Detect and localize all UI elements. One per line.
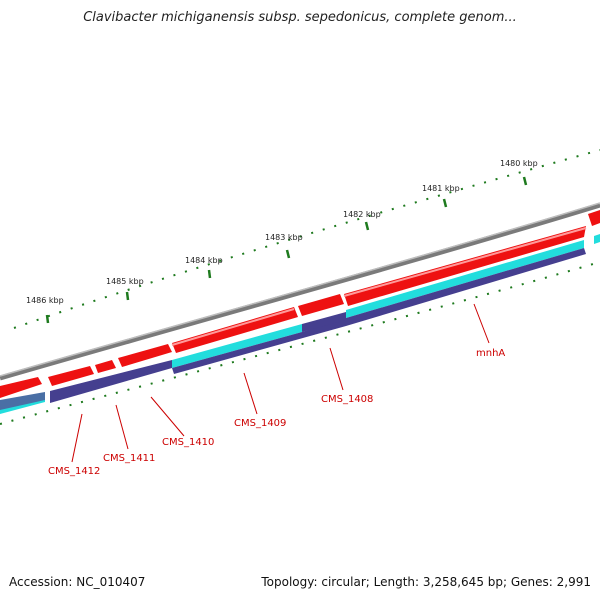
gene-label-cms-1412: CMS_1412 [48,466,100,477]
gene-label-mnhA: mnhA [476,348,505,359]
cds-middle [172,324,302,368]
gene-label-cms-1408: CMS_1408 [321,394,373,405]
map-title: Clavibacter michiganensis subsp. sepedon… [83,10,517,25]
scale-label-1482: 1482 kbp [343,210,381,219]
forward-gene-track [0,210,600,398]
topology-summary: Topology: circular; Length: 3,258,645 bp… [261,575,591,589]
cds-right [346,240,584,318]
major-ticks [45,176,528,324]
accession-label: Accession: NC_010407 [9,575,146,589]
scale-label-1481: 1481 kbp [422,184,460,193]
scale-label-1480: 1480 kbp [500,159,538,168]
backbone-ring [0,202,600,381]
scale-label-1484: 1484 kbp [185,256,223,265]
scale-label-1483: 1483 kbp [265,233,303,242]
gene-label-cms-1411: CMS_1411 [103,453,155,464]
gene-block-1412 [0,377,42,398]
gene-label-cms-1409: CMS_1409 [234,418,286,429]
scale-label-1485: 1485 kbp [106,277,144,286]
outer-tick-track [13,149,600,329]
gene-label-cms-1410: CMS_1410 [162,437,214,448]
feature-track [0,248,586,410]
outer-scale-ticks [13,149,600,329]
scale-label-1486: 1486 kbp [26,296,64,305]
inner-tick-track [0,261,600,425]
